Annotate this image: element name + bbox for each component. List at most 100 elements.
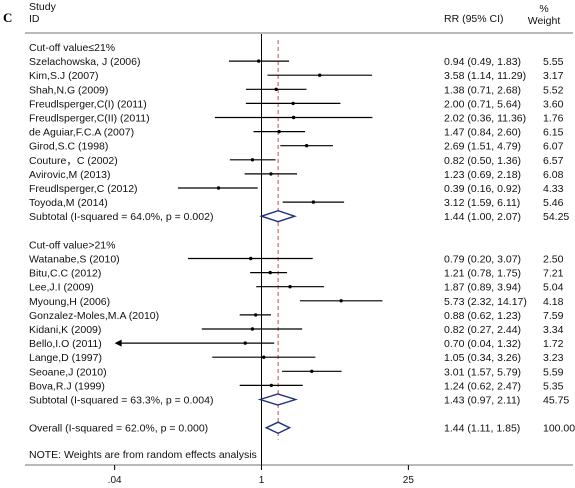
point-estimate bbox=[310, 369, 314, 373]
weight-percent-header: % bbox=[539, 3, 548, 15]
study-weight: 3.23 bbox=[543, 352, 564, 364]
study-rr-ci: 1.38 (0.71, 2.68) bbox=[444, 84, 521, 96]
study-label: Bova,R.J (1999) bbox=[29, 380, 105, 392]
study-label: Watanabe,S (2010) bbox=[29, 254, 120, 266]
study-rr-ci: 5.73 (2.32, 14.17) bbox=[444, 296, 527, 308]
point-estimate bbox=[291, 115, 296, 120]
study-label: Girod,S.C (1998) bbox=[29, 141, 108, 153]
study-label: Szelachowska, J (2006) bbox=[29, 56, 140, 68]
study-label: Couture，C (2002) bbox=[29, 155, 118, 167]
study-rr-ci: 0.39 (0.16, 0.92) bbox=[444, 183, 521, 195]
rr-ci-header: RR (95% CI) bbox=[444, 13, 504, 25]
study-weight: 5.55 bbox=[543, 56, 564, 68]
study-label: de Aguiar,F.C.A (2007) bbox=[29, 127, 134, 139]
point-estimate bbox=[339, 299, 343, 303]
study-weight: 3.60 bbox=[543, 98, 564, 110]
overall-label: Overall (I-squared = 62.0%, p = 0.000) bbox=[29, 423, 208, 435]
study-rr-ci: 2.02 (0.36, 11.36) bbox=[444, 113, 526, 125]
point-estimate bbox=[274, 87, 278, 92]
study-rr-ci: 0.82 (0.27, 2.44) bbox=[444, 324, 521, 336]
study-weight: 3.34 bbox=[543, 324, 564, 336]
study-weight: 6.15 bbox=[543, 127, 564, 139]
study-weight: 2.50 bbox=[543, 254, 564, 266]
study-rr-ci: 1.21 (0.78, 1.75) bbox=[444, 268, 521, 280]
subtotal-rr-ci: 1.43 (0.97, 2.11) bbox=[444, 395, 520, 407]
study-rr-ci: 0.70 (0.04, 1.32) bbox=[444, 338, 521, 350]
study-weight: 7.59 bbox=[543, 310, 564, 322]
study-rr-ci: 0.79 (0.20, 3.07) bbox=[444, 254, 521, 266]
study-rr-ci: 2.69 (1.51, 4.79) bbox=[444, 141, 521, 153]
study-rr-ci: 3.58 (1.14, 11.29) bbox=[444, 70, 526, 82]
subtotal-label: Subtotal (I-squared = 63.3%, p = 0.004) bbox=[29, 395, 213, 407]
study-label: Bitu,C.C (2012) bbox=[29, 268, 101, 280]
subtotal-weight: 45.75 bbox=[543, 395, 569, 407]
x-tick-label: 25 bbox=[403, 475, 415, 486]
study-weight: 1.72 bbox=[543, 338, 564, 350]
point-estimate bbox=[250, 158, 255, 162]
study-rr-ci: 0.88 (0.62, 1.23) bbox=[444, 310, 521, 322]
study-weight: 4.33 bbox=[543, 183, 564, 195]
overall-rr-ci: 1.44 (1.11, 1.85) bbox=[444, 423, 520, 435]
study-rr-ci: 3.12 (1.59, 6.11) bbox=[444, 197, 520, 209]
study-label: Shah,N.G (2009) bbox=[29, 84, 108, 96]
study-weight: 4.18 bbox=[543, 296, 564, 308]
weights-note: NOTE: Weights are from random effects an… bbox=[29, 449, 257, 461]
subtotal-diamond bbox=[257, 393, 298, 406]
point-estimate bbox=[249, 256, 253, 261]
study-label: Freudlsperger,C (2012) bbox=[29, 183, 138, 195]
study-weight: 5.46 bbox=[543, 197, 564, 209]
point-estimate bbox=[262, 355, 266, 359]
study-rr-ci: 2.00 (0.71, 5.64) bbox=[444, 98, 521, 110]
study-weight: 6.57 bbox=[543, 155, 564, 167]
study-rr-ci: 0.82 (0.50, 1.36) bbox=[444, 155, 521, 167]
study-weight: 5.52 bbox=[543, 84, 564, 96]
study-weight: 5.35 bbox=[543, 380, 564, 392]
subtotal-weight: 54.25 bbox=[543, 211, 569, 223]
study-rr-ci: 0.94 (0.49, 1.83) bbox=[444, 56, 521, 68]
point-estimate bbox=[288, 285, 292, 289]
study-label: Lee,J.I (2009) bbox=[29, 282, 94, 294]
study-label: Seoane,J (2010) bbox=[29, 366, 107, 378]
study-rr-ci: 1.05 (0.34, 3.26) bbox=[444, 352, 521, 364]
study-weight: 5.59 bbox=[543, 366, 564, 378]
plot-layer: Cut-off value≤21% Szelachowska, J (2006) 0… bbox=[29, 34, 575, 486]
study-label: Toyoda,M (2014) bbox=[29, 197, 108, 209]
point-estimate bbox=[317, 73, 322, 77]
point-estimate bbox=[311, 200, 316, 204]
study-weight: 5.04 bbox=[543, 282, 564, 294]
point-estimate bbox=[269, 383, 274, 388]
weight-header: Weight bbox=[528, 15, 561, 27]
study-label: Freudlsperger,C(I) (2011) bbox=[29, 98, 147, 110]
panel-letter: C bbox=[3, 10, 12, 25]
study-label: Freudlsperger,C(II) (2011) bbox=[29, 113, 150, 125]
subgroup-header: Cut-off value≤21% bbox=[29, 42, 115, 54]
ci-arrow-left bbox=[114, 339, 122, 347]
study-rr-ci: 1.24 (0.62, 2.47) bbox=[444, 380, 521, 392]
study-weight: 3.17 bbox=[543, 70, 564, 82]
study-weight: 7.21 bbox=[543, 268, 564, 280]
study-label: Kim,S.J (2007) bbox=[29, 70, 98, 82]
point-estimate bbox=[216, 186, 221, 190]
point-estimate bbox=[243, 341, 247, 345]
overall-diamond bbox=[264, 421, 292, 434]
point-estimate bbox=[256, 59, 261, 63]
study-weight: 1.76 bbox=[543, 113, 564, 125]
study-label: Lange,D (1997) bbox=[29, 352, 102, 364]
study-label: Kidani,K (2009) bbox=[29, 324, 101, 336]
study-header: Study bbox=[29, 1, 57, 13]
study-rr-ci: 1.87 (0.89, 3.94) bbox=[444, 282, 521, 294]
point-estimate bbox=[291, 101, 295, 106]
study-label: Bello,I.O (2011) bbox=[29, 338, 102, 350]
study-weight: 6.07 bbox=[543, 141, 564, 153]
study-rr-ci: 1.47 (0.84, 2.60) bbox=[444, 127, 521, 139]
subtotal-rr-ci: 1.44 (1.00, 2.07) bbox=[444, 211, 521, 223]
subtotal-diamond bbox=[259, 209, 297, 223]
point-estimate bbox=[304, 144, 309, 148]
point-estimate bbox=[253, 313, 258, 317]
subgroup-header: Cut-off value>21% bbox=[29, 239, 116, 251]
x-tick-label: 1 bbox=[259, 475, 265, 486]
study-rr-ci: 3.01 (1.57, 5.79) bbox=[444, 366, 521, 378]
point-estimate bbox=[277, 129, 281, 134]
study-label: Avirovic,M (2013) bbox=[29, 169, 111, 181]
